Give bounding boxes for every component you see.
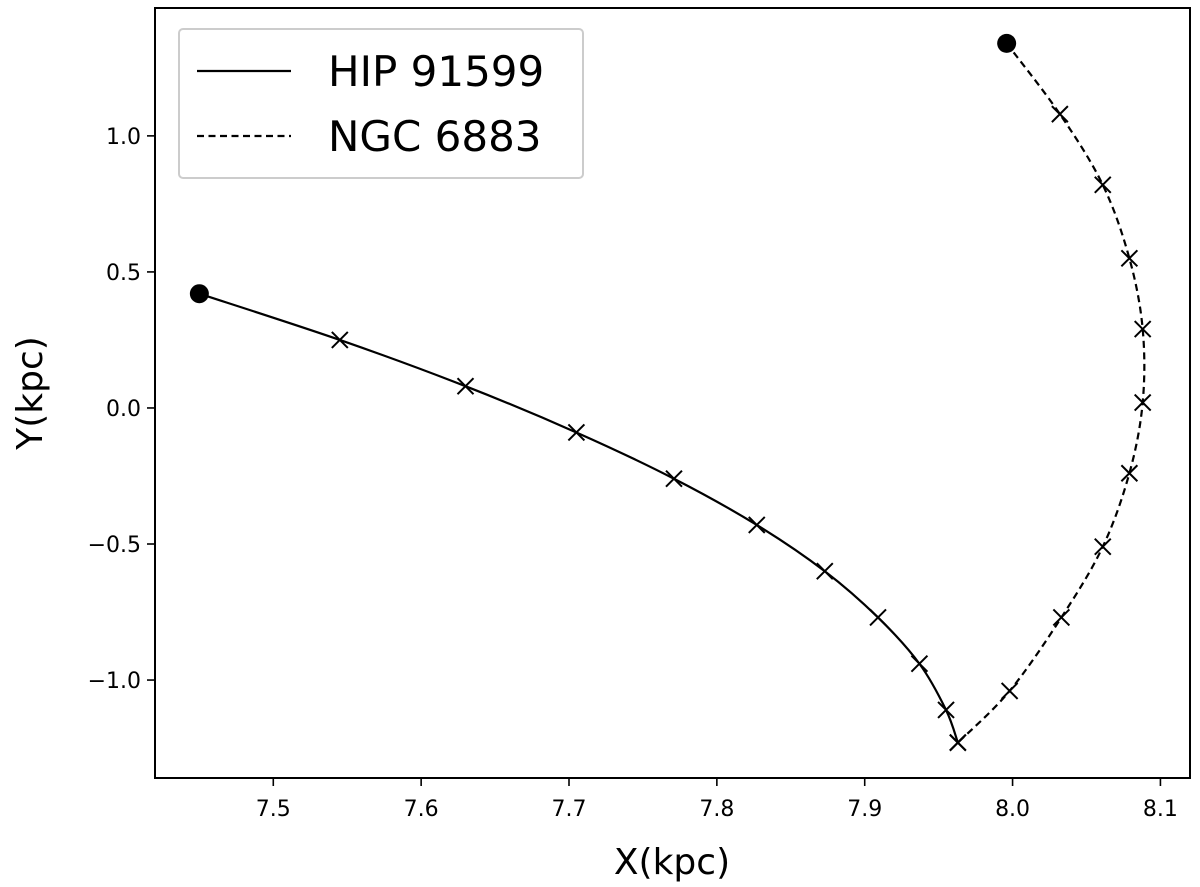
y-tick-label: 1.0 (106, 125, 141, 150)
y-axis-label: Y(kpc) (10, 336, 51, 451)
x-marker-ngc-6883 (1120, 249, 1139, 268)
x-marker-ngc-6883 (1094, 538, 1112, 556)
plot-frame (154, 7, 1191, 779)
x-marker-ngc-6883 (1133, 393, 1152, 412)
x-marker-hip-91599 (869, 608, 887, 627)
x-marker-hip-91599 (910, 655, 929, 673)
x-marker-ngc-6883 (1052, 608, 1071, 627)
x-tick-label: 7.5 (256, 797, 291, 822)
y-tick-label: 0.5 (106, 261, 141, 286)
x-axis-label: X(kpc) (614, 842, 730, 883)
legend-label-ngc-6883: NGC 6883 (328, 112, 542, 161)
x-marker-hip-91599 (331, 331, 349, 349)
series-line-hip-91599 (199, 292, 959, 744)
x-tick-label: 8.1 (1143, 797, 1178, 822)
x-marker-hip-91599 (665, 469, 683, 488)
y-tick-label: −1.0 (88, 669, 141, 694)
y-tick-label: −0.5 (88, 533, 141, 558)
x-tick-label: 8.0 (995, 797, 1030, 822)
x-marker-ngc-6883 (1120, 464, 1139, 482)
legend: HIP 91599 NGC 6883 (178, 28, 584, 179)
x-marker-ngc-6883 (1094, 176, 1112, 194)
x-tick-label: 7.6 (404, 797, 439, 822)
y-tick-label: 0.0 (106, 397, 141, 422)
x-marker-hip-91599 (567, 423, 586, 442)
start-point-hip-91599 (189, 284, 209, 304)
x-tick-label: 7.7 (552, 797, 587, 822)
x-marker-hip-91599 (456, 377, 475, 395)
x-marker-hip-91599 (937, 701, 955, 719)
ticks-layer: 7.5 7.6 7.7 7.8 7.9 8.0 8.1 −1.0 −0.5 0.0 0.5 1.0 (88, 125, 1178, 822)
x-tick-label: 7.8 (699, 797, 734, 822)
x-marker-ngc-6883 (1051, 105, 1069, 123)
start-point-ngc-6883 (997, 33, 1017, 53)
legend-label-hip-91599: HIP 91599 (328, 47, 544, 96)
plot-layer (189, 33, 1152, 752)
x-marker-hip-91599 (816, 562, 834, 580)
legend-box (178, 28, 584, 179)
x-marker-ngc-6883 (1000, 682, 1019, 700)
series-line-ngc-6883 (957, 42, 1146, 744)
x-marker-hip-91599 (748, 516, 766, 534)
x-marker-ngc-6883 (949, 733, 967, 752)
x-marker-ngc-6883 (1133, 320, 1152, 338)
x-tick-label: 7.9 (847, 797, 882, 822)
